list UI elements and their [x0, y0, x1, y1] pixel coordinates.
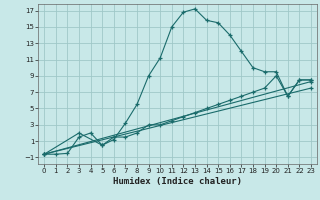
X-axis label: Humidex (Indice chaleur): Humidex (Indice chaleur)	[113, 177, 242, 186]
